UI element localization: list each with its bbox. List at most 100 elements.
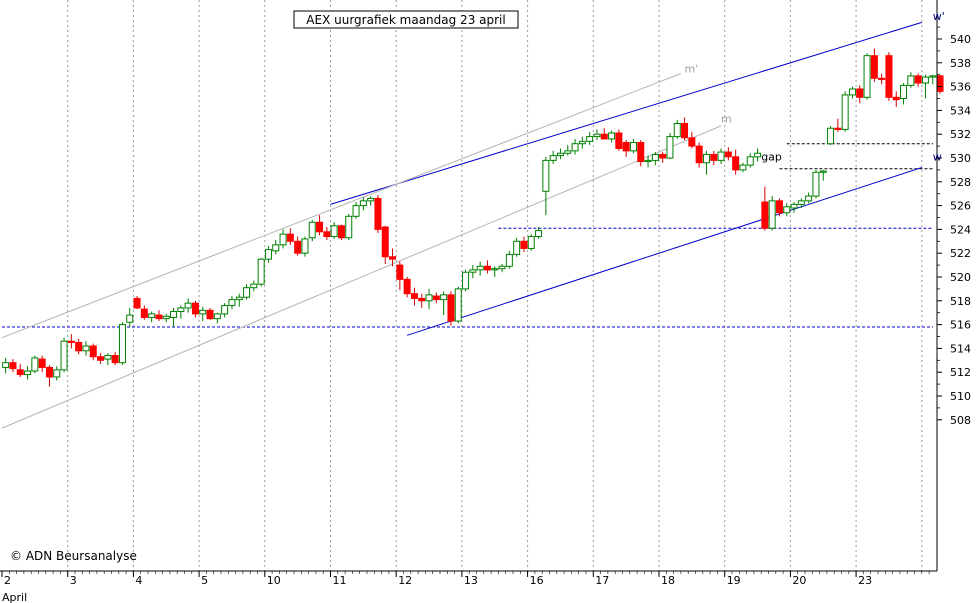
candle-body xyxy=(111,355,119,364)
candle-body xyxy=(2,362,10,368)
candle-body xyxy=(440,294,448,301)
annotation-label: m' xyxy=(685,62,699,75)
candle-body xyxy=(739,164,747,171)
candle-body xyxy=(907,75,915,86)
candle-body xyxy=(900,84,908,100)
x-axis-label: April xyxy=(2,591,27,603)
candle-body xyxy=(162,315,170,320)
candle-body xyxy=(425,294,433,302)
candle-body xyxy=(542,159,550,192)
candle-body xyxy=(330,225,338,238)
candle-body xyxy=(856,88,864,98)
candle-body xyxy=(16,369,24,376)
candle-body xyxy=(257,258,265,285)
channel-lines xyxy=(1,21,922,429)
candle-body xyxy=(870,55,878,79)
candle-body xyxy=(848,88,856,96)
candle-body xyxy=(659,153,667,159)
channel-line xyxy=(1,125,722,429)
x-tick-label: 23 xyxy=(858,574,872,587)
candle-body xyxy=(921,76,929,84)
candle-body xyxy=(593,133,601,138)
candle-body xyxy=(374,197,382,230)
candle-body xyxy=(235,296,243,301)
candle-body xyxy=(681,122,689,139)
candle-body xyxy=(702,153,710,164)
candle-body xyxy=(724,151,732,158)
y-tick-label: 540 xyxy=(950,33,971,46)
candle-body xyxy=(914,75,922,84)
candle-body xyxy=(410,293,418,299)
candle-body xyxy=(221,305,229,315)
candle-body xyxy=(286,233,294,242)
candle-body xyxy=(45,366,53,378)
candle-body xyxy=(337,225,345,239)
candle-body xyxy=(491,268,499,271)
y-tick-label: 514 xyxy=(950,342,971,355)
candle-body xyxy=(323,231,331,238)
y-tick-label: 536 xyxy=(950,81,971,94)
candle-body xyxy=(790,203,798,209)
candle-body xyxy=(819,170,827,173)
candle-body xyxy=(454,288,462,322)
candle-body xyxy=(469,269,477,273)
candle-body xyxy=(513,240,521,255)
x-tick-label: 20 xyxy=(792,574,806,587)
candle-body xyxy=(615,132,623,149)
annotation-label: m xyxy=(721,112,732,125)
candle-body xyxy=(622,142,630,152)
candle-body xyxy=(498,265,506,270)
x-tick-label: 17 xyxy=(595,574,609,587)
x-tick-label: 16 xyxy=(530,574,544,587)
candle-body xyxy=(556,152,564,157)
chart-title-box: AEX uurgrafiek maandag 23 april xyxy=(293,10,519,29)
candle-body xyxy=(389,256,397,260)
candle-body xyxy=(104,355,112,360)
candle-body xyxy=(31,357,39,372)
candle-body xyxy=(505,253,513,267)
chart-title: AEX uurgrafiek maandag 23 april xyxy=(306,13,505,27)
candle-body xyxy=(863,55,871,98)
candle-body xyxy=(97,356,105,361)
candle-body xyxy=(644,159,652,163)
channel-line xyxy=(1,73,682,339)
y-tick-label: 516 xyxy=(950,319,971,332)
candle-body xyxy=(805,195,813,202)
candle-body xyxy=(754,152,762,158)
y-tick-label: 512 xyxy=(950,366,971,379)
candle-body xyxy=(710,153,718,161)
candle-body xyxy=(272,244,280,252)
candle-body xyxy=(483,265,491,271)
annotation-label: w xyxy=(933,150,942,163)
candle-body xyxy=(418,297,426,302)
candle-body xyxy=(133,297,141,309)
candle-body xyxy=(53,369,61,378)
candle-body xyxy=(67,340,75,343)
candle-body xyxy=(797,200,805,205)
candle-body xyxy=(768,200,776,229)
y-tick-label: 522 xyxy=(950,247,971,260)
candle-body xyxy=(564,150,572,154)
candle-body xyxy=(527,236,535,249)
candle-body xyxy=(250,283,258,289)
candle-body xyxy=(892,96,900,101)
x-tick-label: 4 xyxy=(135,574,142,587)
candle-body xyxy=(476,265,484,271)
candle-body xyxy=(191,302,199,315)
candle-body xyxy=(827,127,835,145)
y-tick-label: 518 xyxy=(950,295,971,308)
candle-body xyxy=(571,143,579,152)
candle-body xyxy=(885,55,893,98)
x-tick-label: 19 xyxy=(727,574,741,587)
candle-body xyxy=(549,155,557,161)
y-tick-label: 524 xyxy=(950,223,971,236)
candle-body xyxy=(352,205,360,217)
candle-body xyxy=(199,309,207,315)
y-tick-labels: 508 510 512 514 516 518 520 522 524 526 528 530 532 5… xyxy=(937,26,971,427)
candles xyxy=(2,48,944,387)
candle-body xyxy=(60,340,68,371)
x-tick-label: 10 xyxy=(267,574,281,587)
candle-body xyxy=(600,133,608,140)
candle-body xyxy=(177,307,185,313)
